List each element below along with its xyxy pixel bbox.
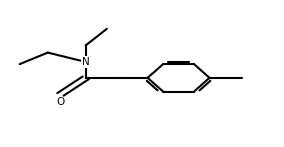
Text: O: O xyxy=(56,97,64,107)
Text: N: N xyxy=(82,57,90,67)
